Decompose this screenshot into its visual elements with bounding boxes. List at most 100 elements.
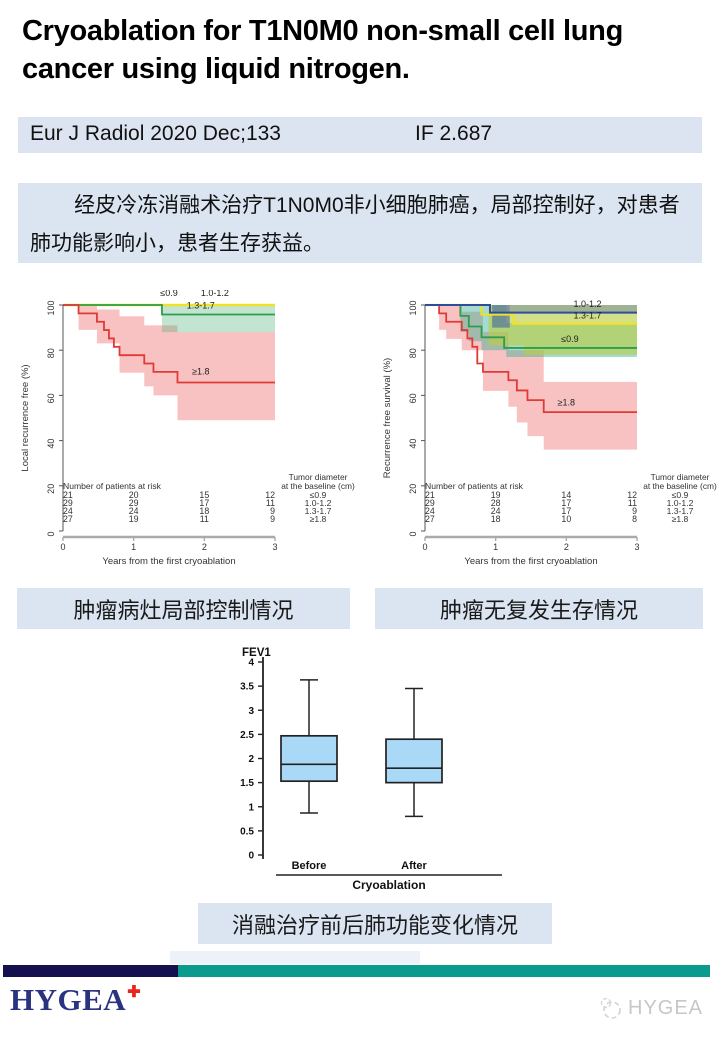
chinese-summary-box: 经皮冷冻消融术治疗T1N0M0非小细胞肺癌，局部控制好，对患者肺功能影响小，患者… [18,183,702,263]
svg-text:18: 18 [199,506,209,516]
svg-text:15: 15 [199,490,209,500]
svg-text:40: 40 [46,439,56,449]
svg-text:Local recurrence free (%): Local recurrence free (%) [20,364,31,471]
svg-text:0.5: 0.5 [240,826,254,837]
svg-text:100: 100 [408,300,418,315]
svg-text:1: 1 [248,802,254,813]
svg-text:Before: Before [292,860,327,872]
svg-text:Years from the first cryoablat: Years from the first cryoablation [464,556,597,567]
hygea-logo: HYGEA✚ [10,982,141,1018]
svg-text:10: 10 [561,514,571,524]
svg-text:2: 2 [248,754,254,765]
journal-citation-bar: Eur J Radiol 2020 Dec;133 IF 2.687 [18,117,702,153]
svg-text:at the baseline (cm): at the baseline (cm) [643,481,717,491]
slide-title: Cryoablation for T1N0M0 non-small cell l… [22,15,624,86]
svg-text:2: 2 [564,542,569,552]
svg-text:4: 4 [248,658,254,669]
svg-text:1.0-1.2: 1.0-1.2 [305,498,332,508]
svg-text:21: 21 [425,490,435,500]
svg-text:17: 17 [199,498,209,508]
svg-text:Years from the first cryoablat: Years from the first cryoablation [102,556,235,567]
svg-text:12: 12 [627,490,637,500]
svg-text:≤0.9: ≤0.9 [672,490,689,500]
svg-text:≥1.8: ≥1.8 [672,514,689,524]
red-cross-icon: ✚ [127,984,141,1001]
svg-text:1.0-1.2: 1.0-1.2 [667,498,694,508]
svg-text:14: 14 [561,490,571,500]
hygea-watermark-icon [600,997,621,1019]
svg-text:29: 29 [425,498,435,508]
svg-text:1.0-1.2: 1.0-1.2 [201,290,229,298]
svg-text:FEV1: FEV1 [242,647,271,659]
svg-text:20: 20 [408,484,418,494]
svg-text:12: 12 [265,490,275,500]
svg-text:≥1.8: ≥1.8 [558,397,575,407]
svg-text:19: 19 [129,514,139,524]
svg-text:27: 27 [63,514,73,524]
svg-text:Cryoablation: Cryoablation [352,878,425,892]
svg-text:20: 20 [46,484,56,494]
svg-text:0: 0 [46,531,56,536]
svg-text:≤0.9: ≤0.9 [310,490,327,500]
svg-text:≤0.9: ≤0.9 [160,290,177,298]
caption-recurrence-free: 肿瘤无复发生存情况 [375,588,703,629]
svg-text:29: 29 [63,498,73,508]
svg-text:≤0.9: ≤0.9 [561,334,578,344]
hygea-logo-text: HYGEA [10,982,127,1017]
svg-text:24: 24 [63,506,73,516]
svg-text:60: 60 [46,393,56,403]
svg-text:1.5: 1.5 [240,778,254,789]
svg-text:60: 60 [408,393,418,403]
hygea-watermark: HYGEA [598,995,703,1021]
svg-text:17: 17 [561,506,571,516]
svg-text:8: 8 [632,514,637,524]
svg-text:3.5: 3.5 [240,682,254,693]
caption-lung-function: 消融治疗前后肺功能变化情况 [198,903,552,944]
svg-text:100: 100 [46,300,56,315]
svg-text:2.5: 2.5 [240,730,254,741]
svg-text:0: 0 [422,542,427,552]
svg-text:3: 3 [248,706,254,717]
km-chart-local-recurrence: ≤0.9 1.0-1.2 1.3-1.7 ≥1.8 0 20 40 60 80 100 Local … [15,288,360,575]
svg-text:at the baseline (cm): at the baseline (cm) [281,481,355,491]
svg-text:Number of patients at risk: Number of patients at risk [425,481,524,491]
svg-text:3: 3 [272,542,277,552]
svg-text:11: 11 [266,498,275,508]
svg-text:28: 28 [491,498,501,508]
boxplot-fev1: FEV1 0 0.5 1 1.5 2 2.5 3 3.5 4 Before After Cryoabla… [200,643,520,898]
svg-text:1.3-1.7: 1.3-1.7 [574,310,602,320]
svg-text:After: After [401,860,427,872]
svg-text:1.3-1.7: 1.3-1.7 [305,506,332,516]
svg-text:24: 24 [129,506,139,516]
svg-text:9: 9 [270,506,275,516]
svg-text:Tumor diameter: Tumor diameter [289,472,348,482]
svg-text:19: 19 [491,490,501,500]
svg-text:1: 1 [131,542,136,552]
svg-text:21: 21 [63,490,73,500]
svg-text:0: 0 [60,542,65,552]
svg-text:18: 18 [491,514,501,524]
svg-text:11: 11 [628,498,637,508]
caption-local-control: 肿瘤病灶局部控制情况 [17,588,350,629]
svg-text:9: 9 [270,514,275,524]
svg-text:27: 27 [425,514,435,524]
svg-text:≥1.8: ≥1.8 [310,514,327,524]
svg-text:80: 80 [408,348,418,358]
svg-text:80: 80 [46,348,56,358]
svg-text:1: 1 [493,542,498,552]
svg-text:20: 20 [129,490,139,500]
svg-text:0: 0 [248,851,254,862]
svg-text:1.3-1.7: 1.3-1.7 [667,506,694,516]
svg-text:9: 9 [632,506,637,516]
svg-text:40: 40 [408,439,418,449]
footer-navy-bar [3,965,178,977]
svg-text:2: 2 [202,542,207,552]
hygea-watermark-text: HYGEA [628,996,704,1019]
journal-citation: Eur J Radiol 2020 Dec;133 [30,122,281,145]
svg-text:Tumor diameter: Tumor diameter [651,472,710,482]
svg-text:3: 3 [634,542,639,552]
svg-text:24: 24 [491,506,501,516]
svg-text:29: 29 [129,498,139,508]
svg-text:24: 24 [425,506,435,516]
